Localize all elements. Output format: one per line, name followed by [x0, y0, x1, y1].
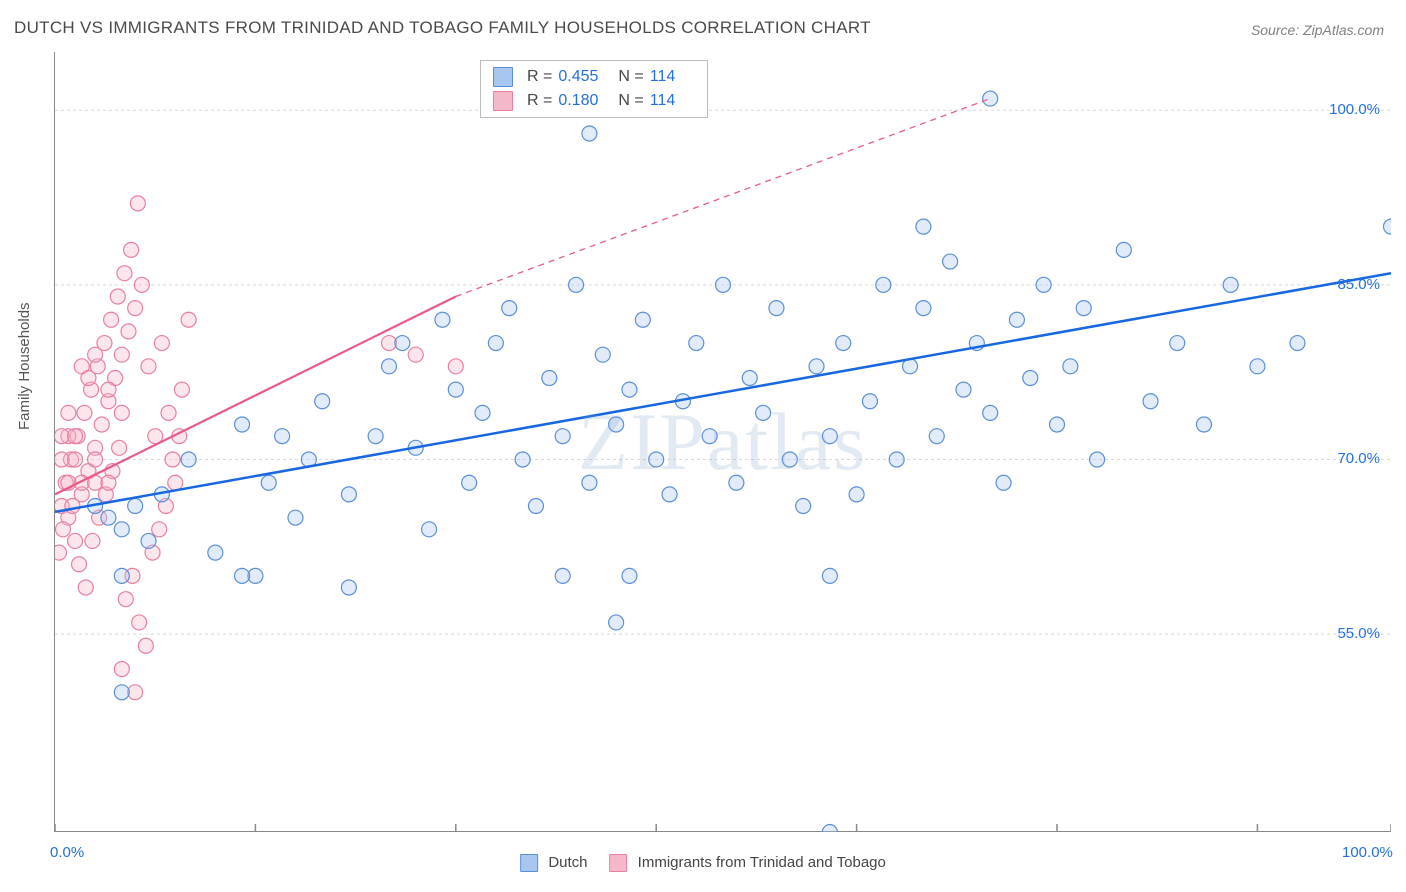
legend-item-immigrants: Immigrants from Trinidad and Tobago — [610, 854, 886, 872]
source-attribution: Source: ZipAtlas.com — [1251, 22, 1384, 38]
legend-label-dutch: Dutch — [548, 854, 587, 871]
legend-label-immigrants: Immigrants from Trinidad and Tobago — [638, 854, 886, 871]
x-tick-label: 0.0% — [50, 844, 84, 861]
legend-item-dutch: Dutch — [520, 854, 587, 872]
stat-r-immigrants: 0.180 — [558, 92, 598, 110]
x-tick-label: 100.0% — [1342, 844, 1393, 861]
stats-swatch-immigrants — [493, 91, 513, 111]
plot-area: ZIPatlas — [54, 52, 1390, 832]
stat-r-dutch: 0.455 — [558, 68, 598, 86]
stats-row-dutch: R = 0.455 N = 114 — [481, 65, 707, 89]
stat-label-n: N = — [618, 92, 643, 110]
legend-swatch-dutch — [520, 854, 538, 872]
chart-title: DUTCH VS IMMIGRANTS FROM TRINIDAD AND TO… — [14, 18, 871, 38]
stat-n-dutch: 114 — [650, 68, 676, 86]
stat-label-r: R = — [527, 92, 552, 110]
y-tick-label: 70.0% — [1337, 450, 1380, 467]
stats-row-immigrants: R = 0.180 N = 114 — [481, 89, 707, 113]
stat-label-n: N = — [618, 68, 643, 86]
stats-swatch-dutch — [493, 67, 513, 87]
y-tick-label: 85.0% — [1337, 276, 1380, 293]
legend-swatch-immigrants — [610, 854, 628, 872]
y-tick-label: 100.0% — [1329, 101, 1380, 118]
stat-label-r: R = — [527, 68, 552, 86]
stat-n-immigrants: 114 — [650, 92, 676, 110]
bottom-legend: Dutch Immigrants from Trinidad and Tobag… — [520, 854, 886, 872]
chart-svg — [55, 52, 1391, 832]
y-axis-label: Family Households — [16, 302, 33, 430]
stats-legend-box: R = 0.455 N = 114 R = 0.180 N = 114 — [480, 60, 708, 118]
y-tick-label: 55.0% — [1337, 625, 1380, 642]
